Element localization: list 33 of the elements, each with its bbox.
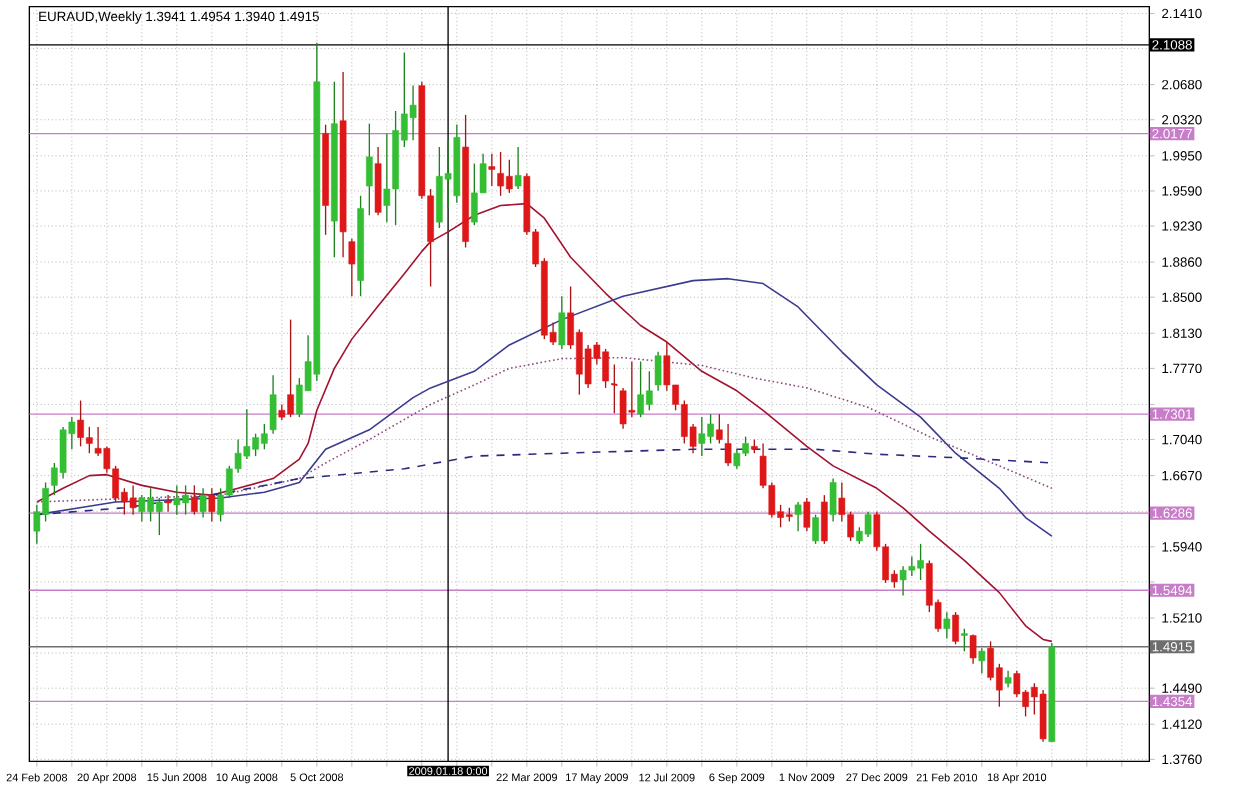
candlestick	[129, 484, 137, 516]
candlestick	[803, 497, 811, 532]
candlestick	[794, 501, 802, 532]
candlestick	[173, 484, 181, 516]
candlestick	[269, 374, 277, 435]
candlestick	[969, 633, 977, 665]
candlestick	[864, 511, 872, 538]
candlestick	[654, 351, 662, 392]
candlestick	[943, 611, 951, 640]
candlestick	[514, 146, 522, 190]
candlestick	[199, 487, 207, 519]
candlestick	[191, 484, 198, 516]
candlestick	[952, 611, 959, 645]
candlestick	[1039, 689, 1047, 743]
candlestick	[488, 153, 496, 187]
candlestick	[716, 413, 723, 445]
candlestick	[724, 423, 732, 467]
candlestick	[821, 494, 828, 545]
candlestick	[961, 628, 968, 652]
candlestick	[409, 84, 417, 141]
candlestick	[208, 487, 216, 523]
candlestick	[698, 416, 706, 457]
candlestick	[383, 132, 391, 223]
candlestick	[348, 238, 356, 297]
candlestick	[138, 494, 146, 523]
candlestick	[829, 477, 837, 523]
candlestick	[978, 647, 986, 675]
candlestick	[558, 295, 566, 350]
candlestick	[610, 363, 619, 414]
candlestick	[733, 448, 741, 470]
candlestick	[164, 494, 172, 513]
candlestick	[812, 513, 819, 545]
candlestick	[366, 122, 373, 216]
